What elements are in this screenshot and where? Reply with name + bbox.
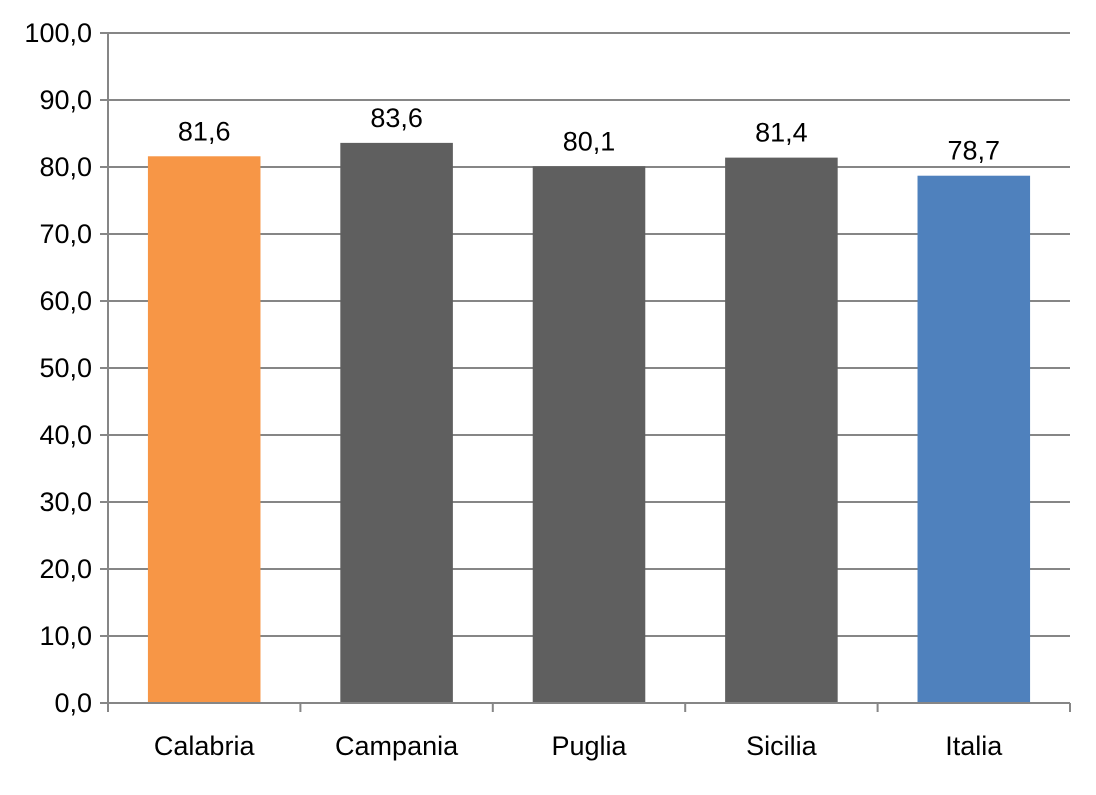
x-tick-label-italia: Italia [945,731,1003,761]
bar-calabria [147,156,261,703]
bar-campania [340,142,453,703]
data-label-calabria: 81,6 [178,116,231,146]
y-tick-label: 80,0 [39,152,92,182]
x-tick-label-sicilia: Sicilia [746,731,818,761]
y-tick-label: 90,0 [39,85,92,115]
y-tick-label: 40,0 [39,420,92,450]
y-tick-label: 10,0 [39,621,92,651]
y-tick-label: 50,0 [39,353,92,383]
x-tick-label-puglia: Puglia [551,731,627,761]
x-tick-label-calabria: Calabria [154,731,256,761]
y-tick-label: 0,0 [54,688,92,718]
x-tick-label-campania: Campania [335,731,459,761]
labels: 0,0 10,0 20,0 30,0 40,0 50,0 60,0 70,0 80,0 90,0 1… [24,18,1003,761]
y-tick-label: 20,0 [39,554,92,584]
bar-italia [917,175,1031,703]
data-label-italia: 78,7 [948,136,1001,166]
axes [100,32,1071,712]
y-tick-label: 100,0 [24,18,92,48]
data-label-campania: 83,6 [370,103,423,133]
y-tick-label: 30,0 [39,487,92,517]
bar-sicilia [725,157,838,703]
bar-puglia [532,166,646,703]
y-tick-label: 60,0 [39,286,92,316]
y-tick-label: 70,0 [39,219,92,249]
data-label-puglia: 80,1 [563,126,616,156]
bars [147,142,1031,703]
data-label-sicilia: 81,4 [755,118,808,148]
